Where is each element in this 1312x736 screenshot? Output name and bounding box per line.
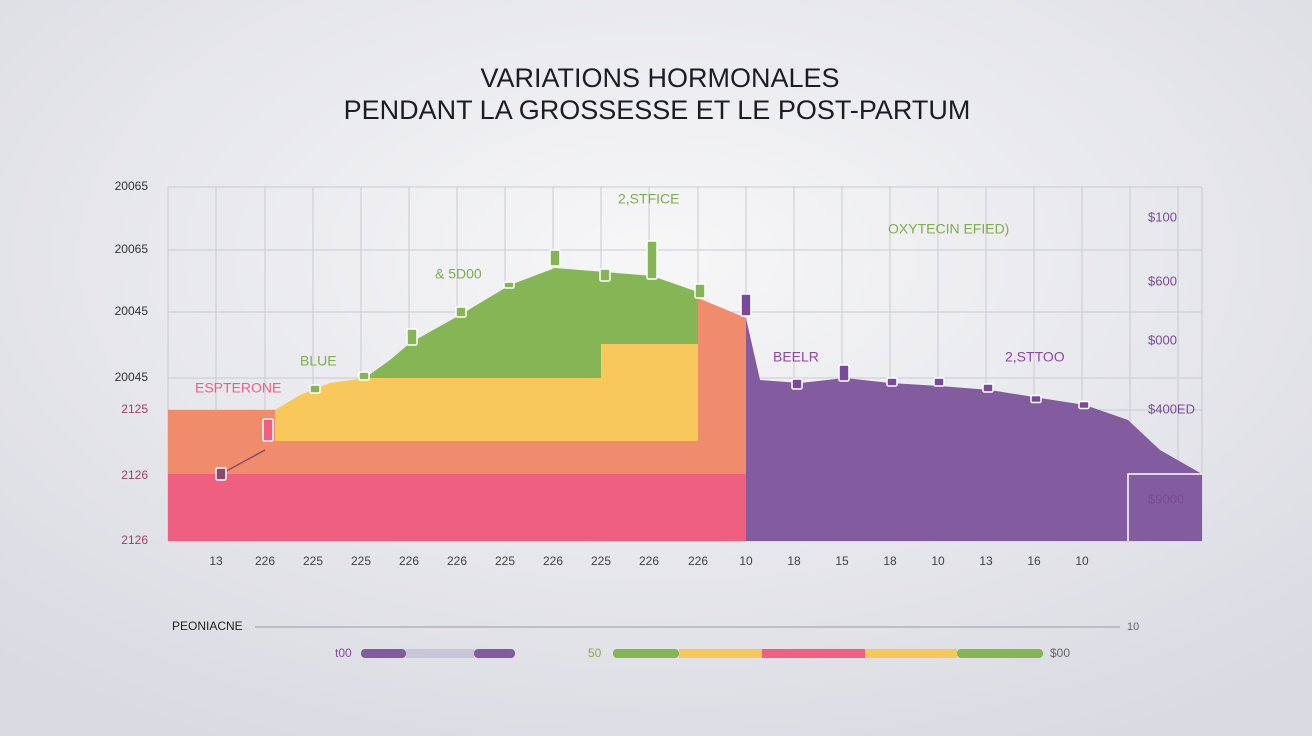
- title-line: VARIATIONS HORMONALES: [480, 63, 839, 93]
- left-axis-label: 2126: [121, 468, 148, 482]
- marker: [1030, 394, 1042, 404]
- bottom-axis-label: 10: [739, 554, 753, 568]
- legend-bar: [679, 649, 762, 658]
- marker: [309, 384, 321, 394]
- right-axis-label: $000: [1148, 332, 1177, 347]
- left-axis-label: 20065: [115, 179, 149, 193]
- right-axis-label: $100: [1148, 209, 1177, 224]
- marker: [694, 283, 706, 299]
- bottom-axis-label: 225: [351, 554, 371, 568]
- bottom-axis-label: 18: [787, 554, 801, 568]
- annotation: BLUE: [300, 353, 337, 369]
- left-axis-label: 20065: [115, 242, 149, 256]
- right-axis-label: $9000: [1148, 491, 1184, 506]
- pink-area: [168, 474, 746, 541]
- legend-bar: [474, 649, 515, 658]
- bottom-axis-label: 16: [1027, 554, 1041, 568]
- marker: [549, 249, 561, 267]
- marker: [406, 328, 418, 346]
- annotation: 2,STTOO: [1005, 349, 1065, 365]
- yellow-area: [275, 344, 698, 441]
- bottom-axis-label: 10: [931, 554, 945, 568]
- marker: [838, 364, 850, 382]
- marker: [982, 383, 994, 393]
- left-axis-label: 20045: [115, 304, 149, 318]
- legend-bar: [613, 649, 679, 658]
- divider: [1127, 473, 1202, 541]
- annotation: ESPTERONE: [195, 380, 281, 396]
- marker: [503, 281, 515, 289]
- legend-bar: [762, 649, 865, 658]
- bottom-axis-label: 18: [883, 554, 897, 568]
- bottom-axis-label: 226: [255, 554, 275, 568]
- legend-title: PEONIACNE: [172, 619, 243, 633]
- annotation: OXYTECIN EFIED): [888, 221, 1009, 237]
- marker: [646, 240, 658, 280]
- bottom-axis-label: 225: [303, 554, 323, 568]
- marker: [1078, 400, 1090, 410]
- bottom-axis-label: 15: [835, 554, 849, 568]
- connector: [220, 449, 266, 475]
- bottom-axis-label: 226: [447, 554, 467, 568]
- green-area: [365, 268, 698, 378]
- left-axis-label: 2125: [121, 402, 148, 416]
- orange-area: [168, 298, 746, 474]
- legend-bar: [361, 649, 406, 658]
- marker: [262, 418, 274, 442]
- right-axis-label: $600: [1148, 273, 1177, 288]
- bottom-axis-label: 226: [688, 554, 708, 568]
- legend-bar: [406, 649, 474, 658]
- marker: [455, 306, 467, 318]
- bottom-axis-label: 226: [399, 554, 419, 568]
- purple-area: [746, 318, 1202, 541]
- marker: [358, 371, 370, 381]
- title-line: PENDANT LA GROSSESSE ET LE POST-PARTUM: [344, 95, 971, 125]
- marker: [933, 377, 945, 387]
- annotation: & 5D00: [435, 266, 482, 282]
- legend-label: t00: [335, 646, 352, 660]
- legend-label: $00: [1050, 646, 1070, 660]
- right-axis-label: $400ED: [1148, 401, 1195, 416]
- bottom-axis-label: 225: [591, 554, 611, 568]
- bottom-axis-label: 226: [639, 554, 659, 568]
- marker: [886, 377, 898, 387]
- bottom-axis-label: 225: [495, 554, 515, 568]
- marker: [791, 378, 803, 390]
- left-axis-label: 2126: [121, 533, 148, 547]
- left-axis-label: 20045: [115, 370, 149, 384]
- marker: [740, 293, 752, 317]
- bottom-axis-label: 226: [543, 554, 563, 568]
- annotation: BEELR: [773, 349, 819, 365]
- bottom-axis-label: 10: [1075, 554, 1089, 568]
- marker: [215, 467, 227, 481]
- markers: [215, 240, 1090, 481]
- annotation: 2,STFICE: [618, 191, 679, 207]
- areas: [168, 268, 1202, 541]
- legend-label: 50: [588, 646, 602, 660]
- legend: [255, 626, 1120, 658]
- legend-bar: [957, 649, 1043, 658]
- legend-end: 10: [1127, 621, 1139, 633]
- legend-bar: [865, 649, 957, 658]
- marker: [599, 268, 611, 282]
- bottom-axis-label: 13: [979, 554, 993, 568]
- bottom-axis-label: 13: [209, 554, 223, 568]
